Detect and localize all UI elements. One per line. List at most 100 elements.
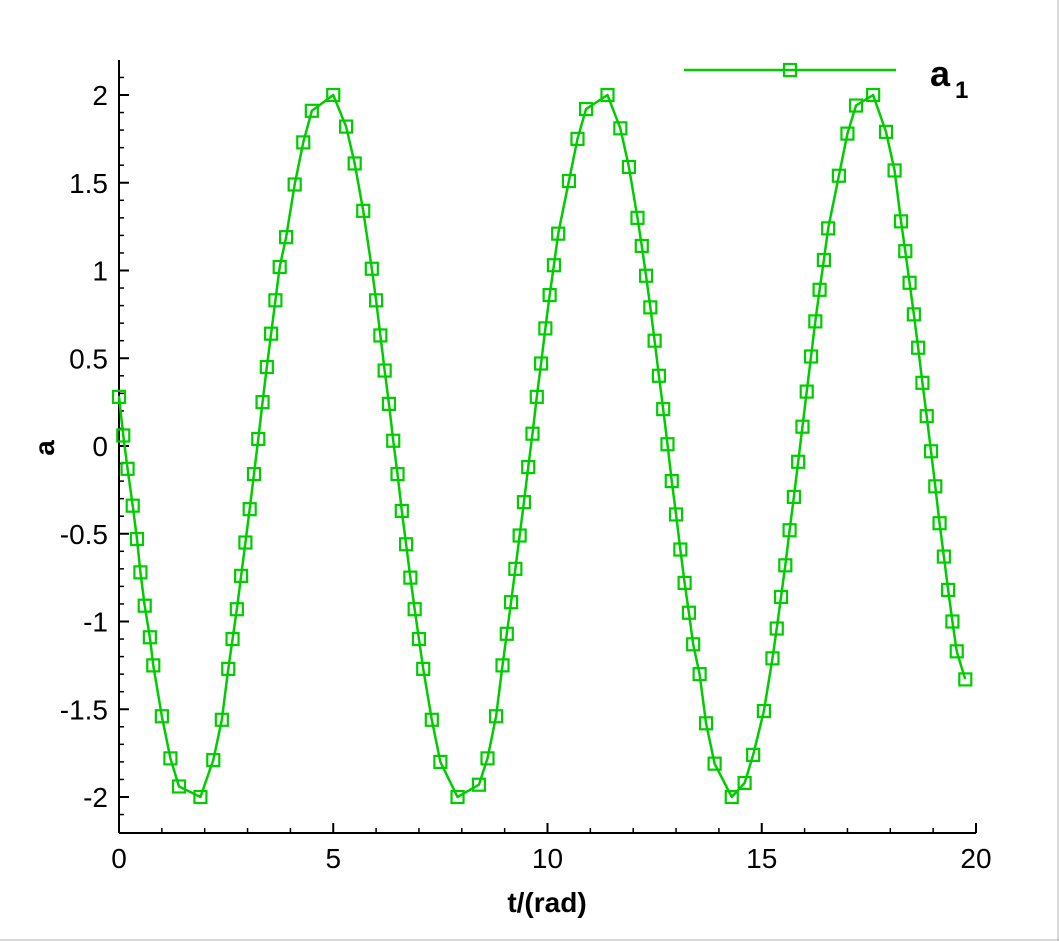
series-marker <box>887 163 902 178</box>
series-marker <box>941 582 956 598</box>
series-marker <box>268 293 283 308</box>
series-marker <box>214 712 229 727</box>
series-marker <box>369 293 384 308</box>
series-marker <box>831 168 846 183</box>
series-marker <box>411 631 427 647</box>
series-marker <box>356 203 371 218</box>
series-marker <box>958 672 973 687</box>
series-marker <box>707 756 722 771</box>
series-marker <box>529 389 544 404</box>
series-marker <box>816 252 831 268</box>
series-marker <box>647 333 662 348</box>
series-marker <box>840 126 855 141</box>
series-marker <box>786 489 801 504</box>
series-marker <box>769 621 784 636</box>
series-marker <box>287 177 302 192</box>
series-marker <box>255 395 270 410</box>
series-marker <box>495 658 510 673</box>
series-marker <box>630 210 645 225</box>
series-marker <box>347 156 362 171</box>
series-marker <box>949 644 964 659</box>
y-ticks: -2 -1.5 -1 -0.5 0 0.5 1 1.5 2 <box>60 76 129 816</box>
series-marker <box>546 258 562 273</box>
series-marker <box>600 87 615 103</box>
axes-group: 0 5 10 15 20 -2 -1.5 -1 -0.5 0 0.5 1 1.5 2 <box>60 60 992 874</box>
series-marker <box>229 602 244 617</box>
series-marker <box>906 307 921 322</box>
series-marker <box>133 565 148 580</box>
y-tick-label: 0.5 <box>69 343 108 374</box>
series-marker <box>111 389 127 404</box>
series-marker <box>621 159 637 175</box>
series-marker <box>125 498 140 513</box>
series-marker <box>538 321 553 336</box>
series-marker <box>660 437 675 452</box>
series-marker <box>898 244 913 259</box>
series-marker <box>821 221 836 236</box>
y-tick-label: -1.5 <box>60 694 108 725</box>
y-tick-label: 0 <box>92 431 108 462</box>
series-marker <box>116 428 131 443</box>
series-marker <box>848 98 864 113</box>
y-tick-label: 1.5 <box>69 168 108 199</box>
series-marker <box>499 626 514 641</box>
series-marker <box>803 349 819 364</box>
series-marker <box>613 121 628 136</box>
series-marker <box>791 454 806 469</box>
series-marker <box>394 503 409 519</box>
series-marker <box>686 637 701 652</box>
series-marker <box>692 667 707 682</box>
series-marker <box>782 523 797 538</box>
series-marker <box>377 363 392 378</box>
series-marker <box>778 558 793 573</box>
y-tick-label: -0.5 <box>60 519 108 550</box>
series-marker <box>206 753 221 768</box>
y-tick-label: -1 <box>83 607 108 638</box>
series-marker <box>120 461 135 476</box>
series-marker <box>643 300 658 315</box>
series-marker <box>407 602 422 617</box>
series-marker <box>915 375 930 390</box>
series-marker <box>677 575 692 590</box>
series-marker <box>403 570 418 585</box>
y-tick-label: 1 <box>92 256 108 287</box>
series-marker <box>424 712 439 727</box>
series-marker <box>936 549 951 564</box>
series-marker <box>433 754 448 770</box>
series-marker <box>902 275 917 290</box>
series-layer <box>111 87 973 805</box>
series-marker <box>932 516 947 531</box>
x-tick-label: 15 <box>746 843 777 874</box>
series-marker <box>503 595 519 610</box>
series-marker <box>681 605 697 620</box>
series-marker <box>878 124 894 139</box>
series-marker <box>142 630 157 645</box>
series-marker <box>386 433 401 448</box>
series-marker <box>146 658 161 673</box>
series-marker <box>911 340 926 355</box>
x-ticks: 0 5 10 15 20 <box>111 823 992 874</box>
legend-label-subscript: 1 <box>955 77 968 104</box>
series-marker <box>488 709 504 724</box>
series-marker <box>756 703 771 719</box>
series-marker <box>296 135 311 150</box>
series-marker <box>561 173 577 189</box>
series-marker <box>525 426 540 441</box>
series-marker <box>521 459 536 475</box>
series-marker <box>542 287 557 303</box>
series-marker <box>808 314 823 329</box>
series-marker <box>508 561 523 576</box>
series-marker <box>698 716 714 731</box>
series-marker <box>893 214 909 229</box>
series-marker <box>799 384 814 399</box>
series-marker <box>795 419 810 434</box>
x-axis-title: t/(rad) <box>507 887 586 918</box>
series-marker <box>373 328 388 343</box>
series-marker <box>171 779 187 794</box>
y-axis-title: a <box>29 440 60 456</box>
series-marker <box>516 495 532 510</box>
series-marker <box>945 614 960 629</box>
x-tick-label: 20 <box>960 843 991 874</box>
